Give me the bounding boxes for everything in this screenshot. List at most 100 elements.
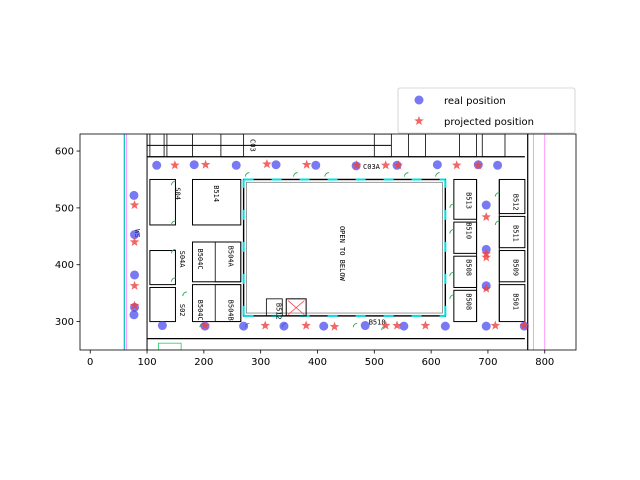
real-position-point <box>129 310 139 320</box>
real-position-point <box>152 160 162 170</box>
top-room-5 <box>459 134 477 158</box>
elevator <box>285 298 307 317</box>
legend-real-marker <box>414 95 424 105</box>
y-tick-label: 400 <box>55 260 74 271</box>
projected-position-point <box>260 320 270 330</box>
door-swing-5 <box>244 172 250 177</box>
room-label: B510 <box>464 222 472 239</box>
projected-position-point <box>392 320 402 330</box>
door-swing-8 <box>403 172 409 177</box>
real-position-point <box>130 270 140 280</box>
room-label: B510 <box>369 318 386 326</box>
door-swing-17 <box>494 220 500 226</box>
open-area-inner <box>246 181 443 314</box>
real-position-point <box>231 160 241 170</box>
projected-position-point <box>380 320 391 330</box>
projected-position-point <box>519 320 530 330</box>
room-label: B504C <box>196 249 204 270</box>
real-position-point <box>129 190 139 200</box>
y-tick-label: 300 <box>55 317 74 328</box>
x-tick-label: 200 <box>194 357 213 368</box>
real-position-point <box>493 160 503 170</box>
x-tick-label: 100 <box>137 357 156 368</box>
floor-plan-background: S04 B514 S04A B504C B504A S02 B504C B504B B512 OP… <box>123 134 546 350</box>
door-swing-20 <box>449 203 454 208</box>
real-position-point <box>311 160 321 170</box>
projected-position-point <box>301 159 312 169</box>
door-swing-1 <box>171 220 176 226</box>
real-position-point <box>481 200 491 210</box>
projected-position-point <box>481 248 491 258</box>
room-label: B504B <box>226 300 234 321</box>
legend-projected-label: projected position <box>444 117 534 128</box>
top-room-3 <box>373 134 392 158</box>
room-label: B501 <box>512 293 520 310</box>
x-tick-label: 300 <box>251 357 270 368</box>
room-label: OPEN TO BELOW <box>338 226 346 282</box>
door-swing-0 <box>171 180 176 186</box>
y-tick-label: 600 <box>55 147 74 158</box>
projected-position-point <box>200 320 210 330</box>
room-label: B504A <box>226 246 234 268</box>
projected-position-point <box>481 211 491 222</box>
x-tick-label: 500 <box>365 357 384 368</box>
room-label: B504C <box>196 300 204 321</box>
top-room-4 <box>407 134 426 158</box>
stair-bottom-left <box>158 342 182 350</box>
real-position-point <box>360 321 370 331</box>
room-b514 <box>191 178 242 226</box>
door-swing-9 <box>435 172 440 177</box>
real-position-point <box>399 321 409 331</box>
room-s04 <box>149 178 176 226</box>
room-s02 <box>149 286 176 323</box>
door-swing-18 <box>494 192 500 197</box>
projected-position-point <box>351 160 362 170</box>
x-tick-label: 600 <box>422 357 441 368</box>
door-swing-14 <box>449 294 454 299</box>
room-label: B512 <box>275 303 283 320</box>
y-axis: 300 400 500 600 <box>55 147 80 328</box>
projected-position-point <box>129 200 140 210</box>
legend: real position projected position <box>397 87 576 134</box>
door-swing-6 <box>293 172 298 177</box>
elevator-cross-b <box>287 300 305 316</box>
real-position-point <box>481 321 491 331</box>
door-swing-3 <box>171 277 176 282</box>
projected-position-point <box>393 160 403 170</box>
projected-position-point <box>301 320 311 330</box>
x-tick-label: 700 <box>478 357 497 368</box>
top-room-0 <box>149 134 165 158</box>
projected-position-point <box>420 320 431 330</box>
x-tick-label: 800 <box>535 357 554 368</box>
real-position-point <box>157 321 167 331</box>
projected-position-point <box>490 320 501 330</box>
plot-frame <box>79 133 577 351</box>
room-label: B509 <box>512 259 520 276</box>
room-label: S04A <box>178 251 186 269</box>
room-b512 <box>265 298 283 317</box>
real-position-point <box>279 321 289 331</box>
room-label: B508 <box>464 259 472 276</box>
projected-position-point <box>473 160 484 170</box>
real-position-point <box>271 160 281 170</box>
room-label: B513 <box>464 192 472 209</box>
room-label: S04 <box>173 187 181 200</box>
projected-position-point <box>170 160 180 170</box>
room-label: B512 <box>512 194 520 211</box>
real-position-point <box>130 230 140 240</box>
door-swing-16 <box>449 229 454 234</box>
x-axis: 0 100 200 300 400 500 600 700 800 <box>87 350 554 368</box>
room-label: B511 <box>512 225 520 242</box>
projected-position-point <box>262 159 272 169</box>
projected-position-point <box>481 283 491 293</box>
top-room-1 <box>166 134 193 158</box>
projected-position-point <box>380 160 391 170</box>
room-label: B514 <box>212 185 220 202</box>
room-s04a <box>149 250 176 286</box>
projected-position-point <box>129 300 140 310</box>
legend-box <box>397 87 576 134</box>
door-swing-2 <box>171 248 176 254</box>
x-tick-label: 0 <box>87 357 93 368</box>
room-label: C03A <box>363 163 381 171</box>
